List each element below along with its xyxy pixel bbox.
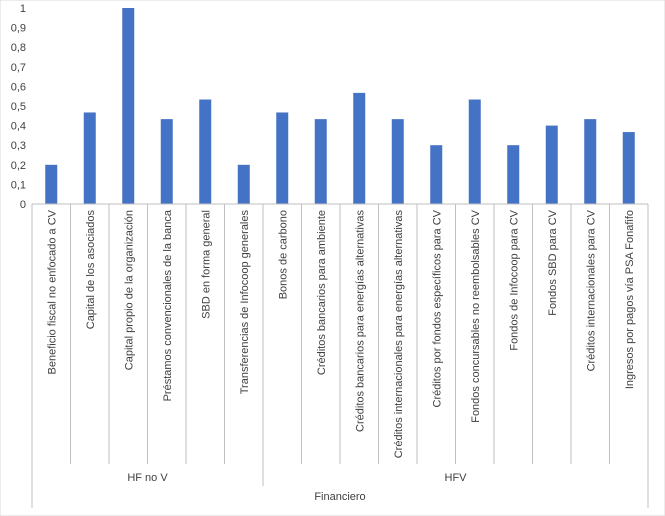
y-tick-label: 0 bbox=[20, 199, 26, 211]
y-tick-label: 0,4 bbox=[11, 121, 26, 133]
bar bbox=[237, 164, 250, 204]
category-label: Créditos por fondos específicos para CV bbox=[431, 209, 443, 407]
bar bbox=[314, 119, 327, 204]
bar bbox=[507, 145, 520, 204]
bar bbox=[160, 119, 173, 204]
bar bbox=[622, 132, 635, 204]
bar bbox=[45, 164, 58, 204]
x-axis: Beneficio fiscal no enfocado a CV Capital… bbox=[31, 203, 649, 464]
y-tick-label: 0,8 bbox=[11, 42, 26, 54]
group-label: HFV bbox=[445, 472, 468, 484]
y-tick-label: 0,9 bbox=[11, 23, 26, 35]
bar bbox=[353, 92, 366, 204]
category-label: Fondos concursables no reembolsables CV bbox=[470, 209, 482, 422]
category-label: Préstamos convencionales de la banca bbox=[162, 209, 174, 401]
group-label: HF no V bbox=[127, 472, 168, 484]
bar bbox=[391, 119, 404, 204]
category-label: Fondos SBD para CV bbox=[547, 209, 559, 315]
y-axis: 0 0,1 0,2 0,3 0,4 0,5 0,6 0,7 0,8 0,9 1 bbox=[11, 3, 26, 211]
bar bbox=[199, 99, 212, 204]
category-label: Transferencias de Infocoop generales bbox=[239, 210, 251, 395]
category-label: SBD en forma general bbox=[200, 210, 212, 319]
bar bbox=[545, 125, 558, 204]
bar bbox=[430, 145, 443, 204]
bar bbox=[468, 99, 481, 204]
category-label: Capital propio de la organización bbox=[123, 210, 135, 370]
bar bbox=[276, 112, 289, 204]
category-label: Créditos bancarios para energías alterna… bbox=[354, 210, 366, 432]
y-tick-label: 0,7 bbox=[11, 62, 26, 74]
y-tick-label: 1 bbox=[20, 3, 26, 15]
y-tick-label: 0,3 bbox=[11, 140, 26, 152]
category-label: Beneficio fiscal no enfocado a CV bbox=[46, 209, 58, 374]
category-label: Fondos de Infocoop para CV bbox=[508, 209, 520, 350]
bar bbox=[584, 119, 597, 204]
category-label: Capital de los asociados bbox=[85, 210, 97, 330]
category-label: Créditos bancarios para ambiente bbox=[316, 210, 328, 375]
category-label: Bonos de carbono bbox=[277, 210, 289, 299]
bars bbox=[45, 8, 635, 204]
category-label: Créditos internacionales para CV bbox=[585, 209, 597, 371]
bar bbox=[83, 112, 96, 204]
y-tick-label: 0,2 bbox=[11, 160, 26, 172]
outer-group-label: Financiero bbox=[314, 491, 365, 503]
y-tick-label: 0,5 bbox=[11, 101, 26, 113]
y-tick-label: 0,6 bbox=[11, 81, 26, 93]
category-label: Créditos internacionales para energías a… bbox=[393, 210, 405, 459]
bar bbox=[122, 8, 135, 204]
category-groups: HF no V HFV Financiero bbox=[31, 464, 649, 508]
y-tick-label: 0,1 bbox=[11, 179, 26, 191]
category-label: Ingresos por pagos vía PSA Fonafifo bbox=[624, 210, 636, 389]
